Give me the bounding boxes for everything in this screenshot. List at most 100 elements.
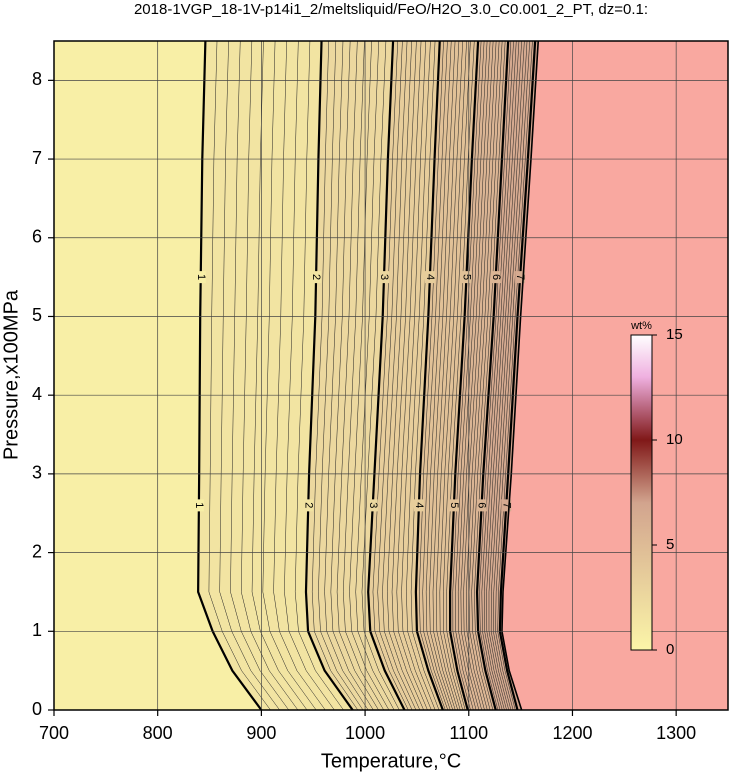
- contour-label: 2: [302, 502, 314, 508]
- contour-label: 6: [476, 502, 488, 508]
- contour-label-bg: [448, 499, 459, 512]
- contour-label-bg: [303, 499, 314, 512]
- minor-contour: [391, 40, 424, 711]
- y-tick-label: 0: [32, 699, 42, 719]
- minor-contour: [230, 40, 289, 711]
- minor-contour: [330, 40, 374, 711]
- x-axis-label: Temperature,°C: [321, 750, 461, 772]
- plot-area: 1 1 2 2 3 3 4 4 5 5 6 6 7 7: [53, 40, 728, 711]
- major-contour: [475, 40, 510, 711]
- colorbar-label: wt%: [630, 320, 652, 332]
- minor-contour: [490, 40, 525, 711]
- contour-label-bg: [515, 271, 526, 284]
- minor-contour: [241, 40, 299, 711]
- minor-contour: [468, 40, 500, 711]
- contour-label: 3: [378, 274, 390, 280]
- minor-contour: [208, 40, 271, 711]
- contour-label: 1: [193, 502, 205, 508]
- minor-contour: [349, 40, 390, 711]
- minor-contour: [284, 40, 335, 711]
- liquid-region: [501, 41, 728, 710]
- y-tick-label: 8: [32, 69, 42, 89]
- contour-label-bg: [476, 499, 487, 512]
- minor-contour: [486, 40, 520, 711]
- minor-contour: [436, 40, 464, 711]
- minor-contour: [495, 40, 530, 711]
- minor-contour: [483, 40, 517, 711]
- major-contour: [304, 40, 354, 711]
- minor-contour: [410, 40, 440, 711]
- contour-label: 3: [367, 502, 379, 508]
- minor-contour: [429, 40, 456, 711]
- minor-contour: [219, 40, 280, 711]
- major-contour: [197, 40, 263, 711]
- contour-label-bg: [379, 271, 390, 284]
- contour-label: 5: [448, 502, 460, 508]
- colorbar-tick-label: 15: [666, 326, 683, 343]
- contour-label: 4: [424, 274, 436, 280]
- y-tick-label: 3: [32, 463, 42, 483]
- y-tick-label: 6: [32, 227, 42, 247]
- minor-contour: [355, 40, 395, 711]
- y-tick-label: 4: [32, 384, 42, 404]
- minor-contour: [481, 40, 514, 711]
- minor-contour: [452, 40, 482, 711]
- contour-label-bg: [193, 499, 204, 512]
- minor-contour: [382, 40, 417, 711]
- plot-frame: [53, 40, 729, 711]
- x-tick-label: 1300: [656, 723, 696, 743]
- contour-label: 6: [490, 274, 502, 280]
- minor-contour: [396, 40, 428, 711]
- y-tick-label: 7: [32, 148, 42, 168]
- x-tick-label: 1000: [345, 723, 385, 743]
- minor-contour: [311, 40, 359, 711]
- minor-contour: [463, 40, 494, 711]
- minor-contour: [324, 40, 369, 711]
- minor-contour: [372, 40, 409, 711]
- minor-contour: [294, 40, 344, 711]
- contour-label-bg: [424, 271, 435, 284]
- minor-contour: [251, 40, 308, 711]
- major-contour: [367, 40, 406, 711]
- minor-contour: [446, 40, 475, 711]
- contour-label: 5: [461, 274, 473, 280]
- colorbar-tick-label: 0: [666, 641, 674, 658]
- minor-contour: [471, 40, 503, 711]
- minor-contour: [318, 40, 364, 711]
- contour-label-bg: [311, 271, 322, 284]
- minor-contour: [460, 40, 491, 711]
- liquidus-line: [501, 40, 540, 711]
- minor-contour: [488, 40, 522, 711]
- chart-title: 2018-1VGP_18-1V-p14i1_2/meltsliquid/FeO/…: [134, 1, 648, 18]
- x-tick-label: 900: [246, 723, 276, 743]
- contour-label: 7: [514, 274, 526, 280]
- y-tick-label: 2: [32, 541, 42, 561]
- contour-label: 4: [413, 502, 425, 508]
- contour-label-bg: [413, 499, 424, 512]
- minor-contour: [387, 40, 421, 711]
- colorbar-tick-label: 10: [666, 431, 683, 448]
- minor-contour: [439, 40, 467, 711]
- contour-label-bg: [490, 271, 501, 284]
- x-tick-label: 1200: [552, 723, 592, 743]
- minor-contour: [406, 40, 436, 711]
- minor-contour: [262, 40, 317, 711]
- contour-label: 1: [195, 274, 207, 280]
- contour-label-bg: [501, 499, 512, 512]
- minor-contour: [419, 40, 446, 711]
- minor-contour: [457, 40, 488, 711]
- minor-contour: [273, 40, 326, 711]
- minor-contour: [432, 40, 460, 711]
- minor-contour: [422, 40, 449, 711]
- contour-label-bg: [461, 271, 472, 284]
- minor-contour: [474, 40, 506, 711]
- major-contour: [498, 40, 537, 711]
- minor-contour: [343, 40, 384, 711]
- minor-contour: [479, 40, 512, 711]
- minor-contour: [455, 40, 485, 711]
- minor-contour: [401, 40, 432, 711]
- x-tick-label: 800: [143, 723, 173, 743]
- contour-label-bg: [195, 271, 206, 284]
- x-tick-label: 1100: [449, 723, 488, 743]
